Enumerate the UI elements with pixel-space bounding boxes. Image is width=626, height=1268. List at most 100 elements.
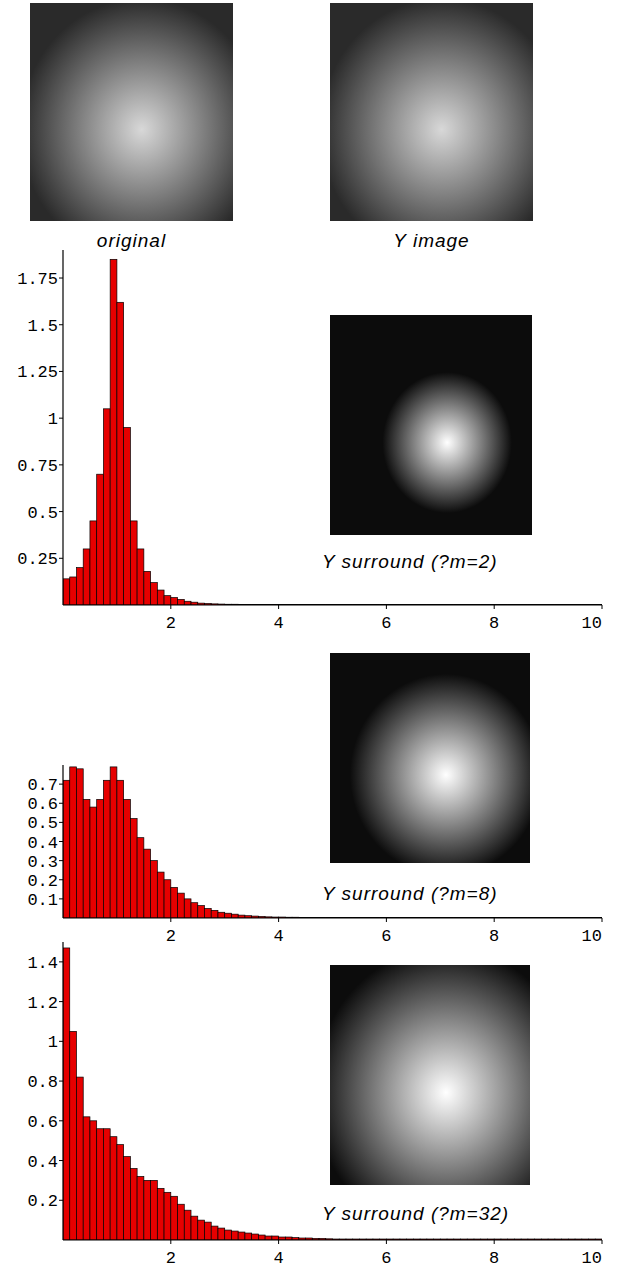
y-tick — [59, 879, 63, 880]
bar — [164, 596, 171, 605]
bar — [211, 910, 218, 918]
image-caption: original — [97, 230, 166, 251]
panel-caption: Y surround (?m=8) — [322, 883, 498, 904]
bar — [97, 474, 104, 605]
bar — [117, 1145, 124, 1240]
bar — [76, 568, 83, 605]
bar — [151, 1180, 158, 1240]
bar — [103, 1129, 110, 1240]
bar — [70, 1031, 77, 1240]
figure: originalY image2468100.250.50.7511.251.5… — [0, 0, 626, 1268]
y-tick-label: 0.4 — [27, 1153, 58, 1172]
y-tick — [59, 1081, 63, 1082]
y-tick — [59, 1041, 63, 1042]
bar — [90, 1121, 97, 1240]
x-tick — [278, 1240, 279, 1244]
y-tick-label: 0.6 — [27, 795, 58, 814]
x-tick-label: 6 — [381, 614, 391, 633]
y-tick-label: 1 — [48, 1033, 58, 1052]
histogram-panel: 2468100.250.50.7511.251.51.75Y surround … — [17, 250, 602, 633]
bar — [110, 1137, 117, 1240]
bar — [124, 1157, 131, 1240]
bar — [171, 598, 178, 605]
bar — [144, 849, 151, 918]
panel-caption: Y surround (?m=2) — [322, 551, 498, 572]
x-tick — [494, 1240, 495, 1244]
bar — [83, 549, 90, 605]
bar — [231, 1231, 238, 1240]
bar — [258, 1235, 265, 1240]
x-tick-label: 8 — [489, 927, 499, 946]
bar — [137, 1176, 144, 1240]
bar — [184, 899, 191, 918]
bar — [252, 1234, 259, 1240]
x-tick — [494, 605, 495, 609]
photo — [330, 3, 533, 221]
bar — [63, 579, 70, 605]
y-tick — [59, 464, 63, 465]
y-axis — [62, 250, 63, 605]
bar — [137, 549, 144, 605]
bar — [70, 577, 77, 605]
surround-image — [330, 653, 530, 863]
y-tick-label: 0.6 — [27, 1113, 58, 1132]
bar — [204, 908, 211, 918]
x-tick-label: 6 — [381, 1249, 391, 1268]
bar — [103, 409, 110, 605]
y-tick-label: 0.4 — [27, 834, 58, 853]
bar — [245, 1233, 252, 1240]
x-tick — [170, 1240, 171, 1244]
bars — [63, 948, 602, 1240]
bar — [137, 838, 144, 918]
y-tick-label: 0.2 — [27, 872, 58, 891]
bar — [70, 767, 77, 918]
x-tick-label: 10 — [582, 927, 602, 946]
bar — [178, 599, 185, 605]
y-tick-label: 0.3 — [27, 853, 58, 872]
y-tick-label: 1 — [48, 410, 58, 429]
x-tick-label: 2 — [166, 1249, 176, 1268]
bar — [130, 1168, 137, 1240]
bar — [63, 780, 70, 918]
bar — [151, 583, 158, 605]
x-tick-label: 4 — [273, 614, 283, 633]
x-tick — [170, 918, 171, 922]
bars — [63, 259, 602, 605]
bar — [157, 872, 164, 918]
bar — [171, 1196, 178, 1240]
bar — [238, 1232, 245, 1240]
bar — [76, 1077, 83, 1240]
y-tick-label: 1.25 — [17, 363, 58, 382]
x-tick-label: 4 — [273, 1249, 283, 1268]
bar — [164, 1192, 171, 1240]
bar — [90, 521, 97, 605]
bars — [63, 767, 602, 918]
histogram-panel: 2468100.10.20.30.40.50.60.7Y surround (?… — [27, 653, 602, 946]
y-tick-label: 0.2 — [27, 1192, 58, 1211]
y-tick — [59, 803, 63, 804]
bar — [218, 1228, 225, 1240]
bar — [117, 780, 124, 918]
y-tick-label: 0.5 — [27, 814, 58, 833]
y-tick — [59, 278, 63, 279]
bar — [164, 880, 171, 918]
bar — [218, 912, 225, 918]
x-tick — [494, 918, 495, 922]
image-caption: Y image — [393, 230, 469, 251]
bar — [198, 906, 205, 918]
x-tick — [386, 605, 387, 609]
y-tick — [59, 822, 63, 823]
bar — [103, 780, 110, 918]
photo — [30, 3, 233, 221]
bar — [184, 1210, 191, 1240]
x-tick-label: 8 — [489, 1249, 499, 1268]
x-tick — [602, 1240, 603, 1244]
x-tick — [602, 918, 603, 922]
surround-image — [330, 315, 532, 535]
bar — [178, 893, 185, 918]
bar — [191, 1216, 198, 1240]
x-tick — [602, 605, 603, 609]
y-tick — [59, 371, 63, 372]
y-tick-label: 1.2 — [27, 994, 58, 1013]
y-tick-label: 0.1 — [27, 891, 58, 910]
